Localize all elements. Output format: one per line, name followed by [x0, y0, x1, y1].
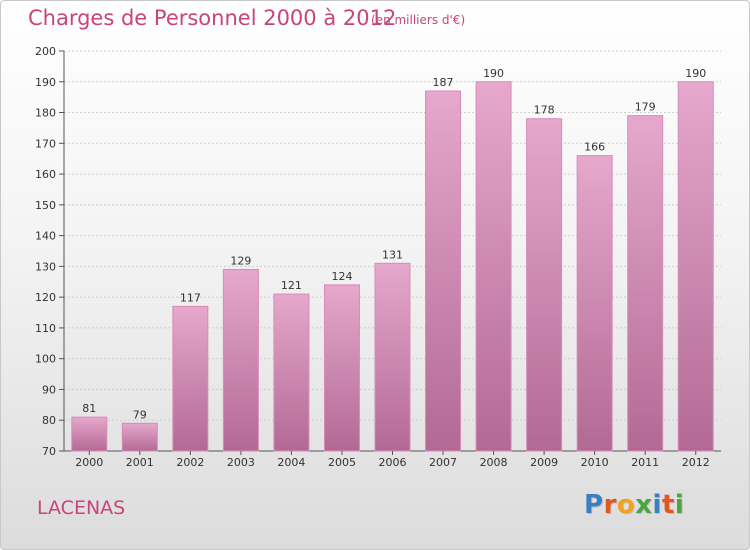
data-label: 79	[133, 408, 147, 421]
chart-subtitle: (en milliers d'€)	[371, 13, 466, 27]
y-tick-label: 190	[35, 76, 56, 89]
x-tick-label: 2006	[379, 456, 407, 469]
logo-letter: r	[603, 490, 617, 520]
data-label: 178	[534, 104, 555, 117]
x-tick-label: 2005	[328, 456, 356, 469]
y-tick-label: 150	[35, 199, 56, 212]
x-tick-label: 2007	[429, 456, 457, 469]
data-label: 179	[635, 101, 656, 114]
x-tick-label: 2012	[682, 456, 710, 469]
tick-labels: 7080901001101201301401501601701801902002…	[35, 45, 710, 469]
bar-2006	[374, 262, 411, 452]
bar-2002	[172, 305, 209, 452]
bar-2010	[576, 155, 613, 452]
logo-letter: t	[661, 490, 675, 520]
chart-title: Charges de Personnel 2000 à 2012	[28, 6, 397, 30]
x-tick-label: 2004	[277, 456, 305, 469]
proxiti-logo: Proxiti	[584, 490, 684, 520]
logo-letter: x	[635, 490, 653, 520]
y-tick-label: 200	[35, 45, 56, 58]
logo-letter: P	[584, 490, 604, 520]
data-label: 129	[230, 254, 251, 267]
bar-2012	[677, 81, 714, 452]
bar-2003	[222, 268, 259, 452]
data-label: 166	[584, 141, 605, 154]
y-tick-label: 100	[35, 353, 56, 366]
x-tick-label: 2011	[631, 456, 659, 469]
y-tick-label: 180	[35, 107, 56, 120]
logo-letter: i	[674, 490, 685, 520]
bar-2007	[425, 90, 462, 452]
data-label: 121	[281, 279, 302, 292]
bar-2001	[121, 422, 158, 452]
bar-2005	[323, 284, 360, 452]
data-label: 190	[483, 67, 504, 80]
x-tick-label: 2008	[480, 456, 508, 469]
y-tick-label: 120	[35, 291, 56, 304]
x-tick-label: 2000	[75, 456, 103, 469]
data-label: 190	[685, 67, 706, 80]
y-tick-label: 160	[35, 168, 56, 181]
x-tick-label: 2001	[126, 456, 154, 469]
commune-name: LACENAS	[37, 497, 126, 519]
bars	[71, 81, 714, 452]
bar-2000	[71, 416, 108, 452]
bar-2009	[526, 118, 563, 452]
bar-2008	[475, 81, 512, 452]
x-tick-label: 2002	[176, 456, 204, 469]
y-tick-label: 110	[35, 322, 56, 335]
bar-2004	[273, 293, 310, 452]
data-label: 124	[331, 270, 352, 283]
y-tick-label: 140	[35, 230, 56, 243]
data-label: 131	[382, 248, 403, 261]
logo-letter: o	[616, 490, 636, 520]
data-label: 81	[82, 402, 96, 415]
y-tick-label: 90	[42, 383, 56, 396]
x-tick-label: 2009	[530, 456, 558, 469]
bar-2011	[627, 115, 664, 452]
y-tick-label: 80	[42, 414, 56, 427]
logo-letter: i	[652, 490, 662, 520]
y-tick-label: 170	[35, 137, 56, 150]
data-label: 117	[180, 291, 201, 304]
y-tick-label: 70	[42, 445, 56, 458]
x-tick-label: 2010	[581, 456, 609, 469]
data-labels: 81 79 117 129 121 124 131 187 190 178 166 179 190	[82, 67, 706, 422]
y-tick-label: 130	[35, 260, 56, 273]
x-tick-label: 2003	[227, 456, 255, 469]
data-label: 187	[433, 76, 454, 89]
